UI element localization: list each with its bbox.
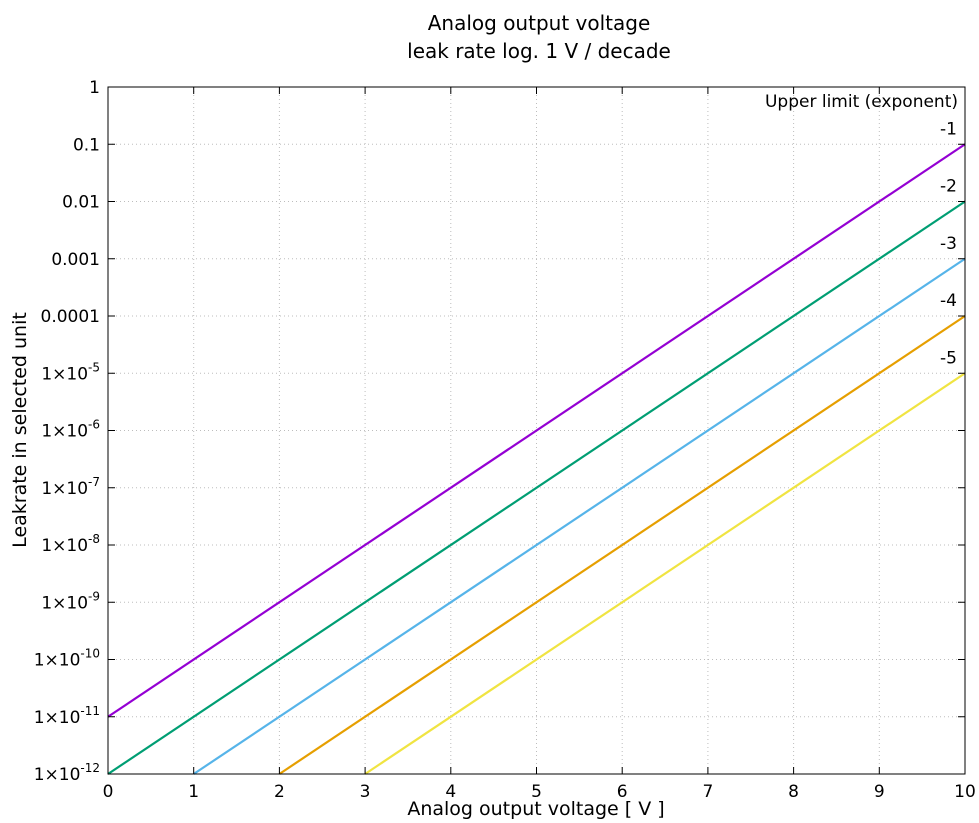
y-tick-label: 1×10-8 — [41, 532, 100, 556]
x-tick-label: 10 — [954, 782, 976, 802]
x-tick-label: 8 — [788, 782, 799, 802]
series-labels: -1 -2 -3 -4 -5 — [940, 119, 957, 368]
y-tick-label: 1×10-12 — [34, 761, 100, 785]
x-tick-label: 4 — [445, 782, 456, 802]
x-axis-label: Analog output voltage [ V ] — [407, 798, 664, 820]
series-line-1 — [107, 143, 966, 718]
x-tick-label: 2 — [274, 782, 285, 802]
x-tick-label: 6 — [617, 782, 628, 802]
legend-title: Upper limit (exponent) — [765, 92, 958, 112]
series-label-4: -4 — [940, 291, 957, 311]
y-axis-label: Leakrate in selected unit — [9, 312, 31, 548]
series-line-5 — [364, 372, 966, 775]
y-tick-label: 1 — [89, 78, 100, 98]
y-tick-label: 1×10-6 — [41, 418, 100, 442]
y-tick-label: 1×10-5 — [41, 360, 100, 384]
series-line-4 — [278, 315, 966, 775]
y-tick-label: 1×10-11 — [34, 704, 100, 728]
series-label-2: -2 — [940, 177, 957, 197]
chart-title-line-2: leak rate log. 1 V / decade — [407, 39, 671, 63]
y-tick-label: 0.1 — [73, 135, 100, 155]
x-tick-label: 5 — [531, 782, 542, 802]
x-tick-label: 1 — [188, 782, 199, 802]
series-label-1: -1 — [940, 119, 957, 139]
y-tick-label: 1×10-10 — [34, 647, 100, 671]
series-line-3 — [193, 257, 966, 775]
axis-ticks: 0 1 2 3 4 5 6 7 8 9 10 1 0.1 0.01 0.001 0.0001 1×10-5 1×1… — [34, 78, 976, 802]
x-tick-label: 7 — [702, 782, 713, 802]
chart-title-line-1: Analog output voltage — [428, 11, 651, 35]
y-tick-label: 1×10-9 — [41, 589, 100, 613]
series-line-2 — [107, 200, 966, 775]
x-tick-label: 0 — [103, 782, 114, 802]
y-tick-label: 0.01 — [62, 193, 100, 213]
y-tick-label: 0.001 — [51, 250, 100, 270]
x-tick-label: 3 — [360, 782, 371, 802]
series-lines — [107, 143, 966, 775]
series-label-3: -3 — [940, 234, 957, 254]
x-tick-label: 9 — [874, 782, 885, 802]
series-label-5: -5 — [940, 348, 957, 368]
y-tick-label: 0.0001 — [41, 307, 100, 327]
y-tick-label: 1×10-7 — [41, 475, 100, 499]
